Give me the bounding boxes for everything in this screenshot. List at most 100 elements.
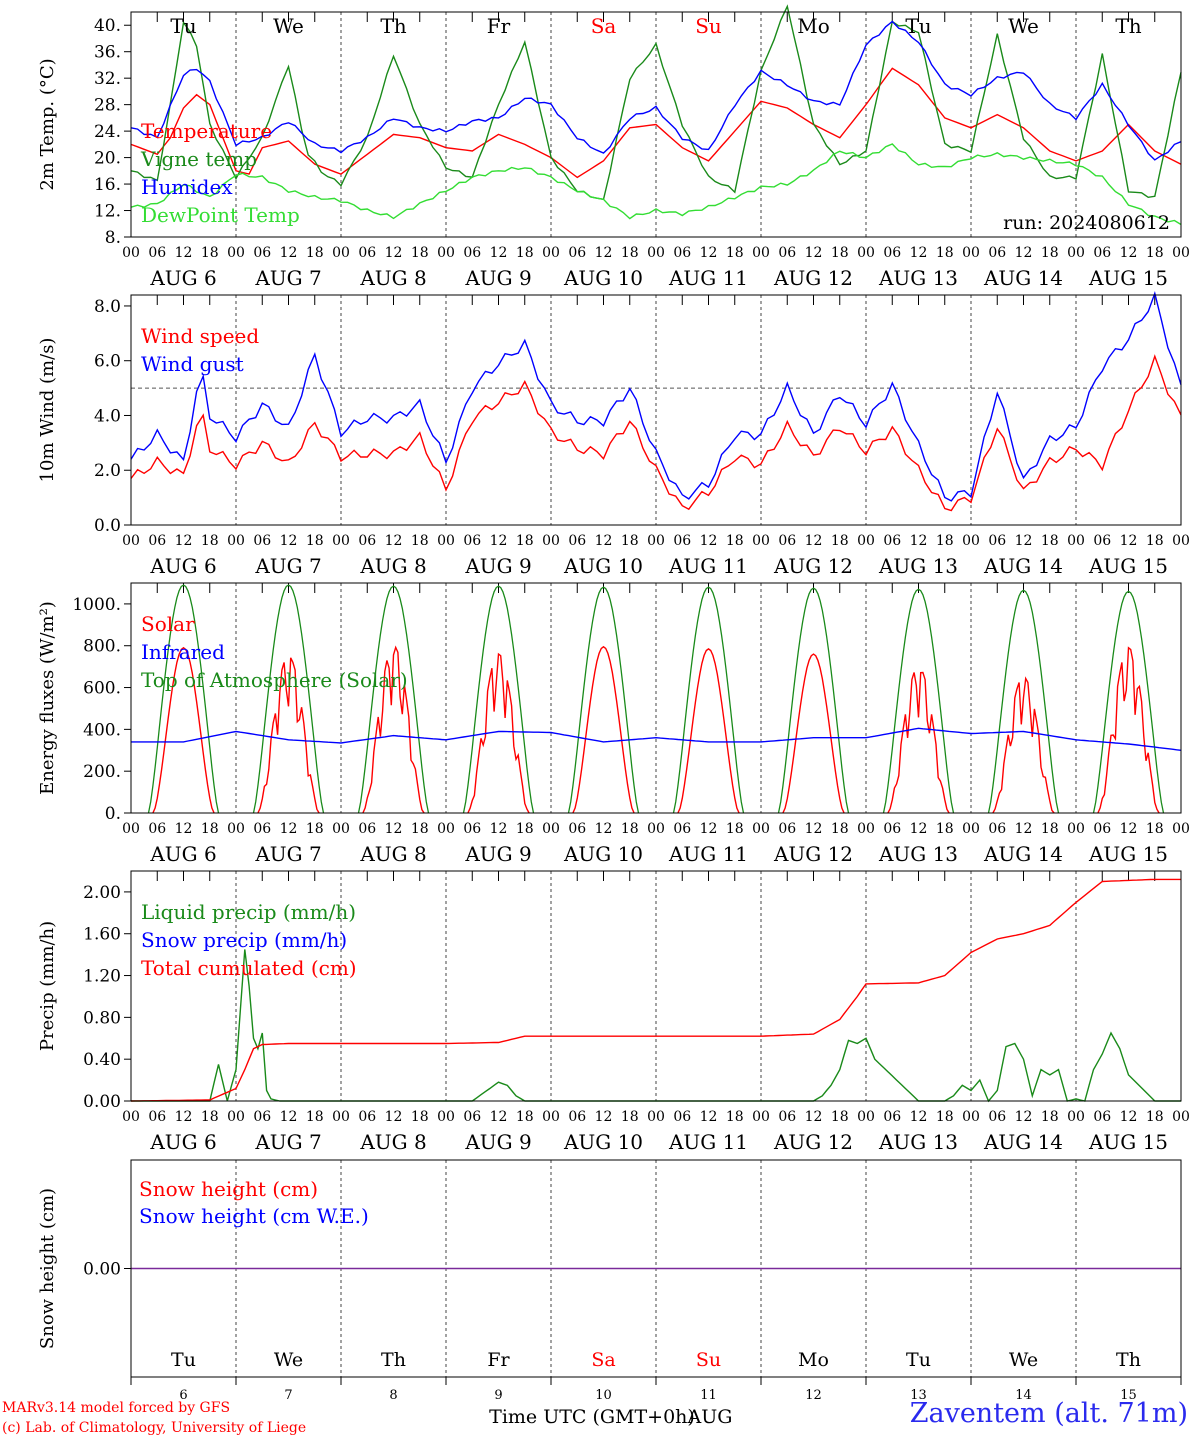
- hour-label: 00: [752, 821, 770, 837]
- hour-label: 12: [280, 821, 298, 837]
- hour-label: 18: [201, 821, 219, 837]
- panel-energy: 0. 200. 400. 600. 800. 1000. Energy fluxes (W/…: [37, 582, 1190, 866]
- hour-label: 18: [831, 821, 849, 837]
- weekday-label: Tu: [906, 1349, 931, 1371]
- legend-entry: Wind gust: [141, 352, 244, 376]
- date-label: AUG 11: [668, 1130, 748, 1154]
- hour-label: 00: [857, 533, 875, 549]
- hour-label: 06: [673, 245, 691, 261]
- hour-label: 06: [358, 1109, 376, 1125]
- date-label: AUG 14: [983, 842, 1063, 866]
- hour-label: 18: [1146, 245, 1164, 261]
- hour-label: 00: [332, 821, 350, 837]
- hour-label: 06: [463, 533, 481, 549]
- date-label: AUG 13: [878, 554, 958, 578]
- hour-label: 06: [253, 245, 271, 261]
- hour-label: 12: [175, 533, 193, 549]
- day-number: 7: [284, 1388, 292, 1403]
- date-label: AUG 10: [563, 266, 643, 290]
- legend-entry: Temperature: [141, 119, 272, 143]
- hour-label: 18: [306, 245, 324, 261]
- hour-label: 00: [542, 533, 560, 549]
- hour-label: 18: [831, 533, 849, 549]
- toa-solar-line: [882, 588, 955, 814]
- toa-solar-line: [147, 584, 220, 814]
- date-label: AUG 11: [668, 554, 748, 578]
- hour-label: 12: [700, 245, 718, 261]
- date-label: AUG 12: [773, 842, 853, 866]
- date-label: AUG 15: [1088, 842, 1168, 866]
- y-tick-label: 800.: [83, 637, 121, 657]
- hour-label: 12: [1015, 533, 1033, 549]
- hour-label: 06: [568, 1109, 586, 1125]
- panel-precip: 0.00 0.40 0.80 1.20 1.60 2.00 Precip (mm/h) Liq…: [37, 870, 1190, 1154]
- hour-label: 00: [542, 821, 560, 837]
- toa-solar-line: [357, 585, 430, 814]
- date-label: AUG 8: [359, 554, 426, 578]
- hour-label: 00: [857, 1109, 875, 1125]
- hour-label: 06: [778, 245, 796, 261]
- hour-label: 06: [778, 1109, 796, 1125]
- y-tick-label: 600.: [83, 679, 121, 699]
- date-label: AUG 10: [563, 1130, 643, 1154]
- date-label: AUG 8: [359, 1130, 426, 1154]
- hour-label: 00: [227, 245, 245, 261]
- weekday-label: Fr: [487, 14, 511, 38]
- y-tick-label: 6.0: [94, 352, 121, 372]
- date-label: AUG 6: [149, 266, 216, 290]
- solar-line: [992, 676, 1055, 814]
- date-label: AUG 9: [464, 842, 531, 866]
- hour-label: 00: [962, 821, 980, 837]
- date-label: AUG 10: [563, 554, 643, 578]
- toa-solar-line: [672, 586, 745, 814]
- day-number: 14: [1015, 1388, 1032, 1403]
- hour-label: 12: [490, 245, 508, 261]
- hour-label: 06: [358, 821, 376, 837]
- toa-solar-line: [252, 584, 325, 814]
- y-tick-label: 0.00: [83, 1260, 121, 1280]
- hour-label: 00: [962, 245, 980, 261]
- plot-frame: [130, 582, 1182, 814]
- hour-label: 18: [621, 1109, 639, 1125]
- day-number: 11: [700, 1388, 717, 1403]
- hour-label: 00: [1172, 821, 1190, 837]
- hour-label: 18: [726, 245, 744, 261]
- plot-frame: [130, 294, 1182, 526]
- y-axis-label: 10m Wind (m/s): [37, 338, 58, 483]
- hour-label: 00: [437, 245, 455, 261]
- day-number: 8: [389, 1388, 397, 1403]
- hour-label: 06: [1093, 821, 1111, 837]
- solar-line: [362, 645, 425, 814]
- hour-label: 18: [306, 1109, 324, 1125]
- hour-label: 12: [1120, 245, 1138, 261]
- hour-label: 12: [595, 533, 613, 549]
- hour-label: 18: [201, 533, 219, 549]
- hour-label: 12: [175, 821, 193, 837]
- hour-label: 12: [490, 1109, 508, 1125]
- date-label: AUG 14: [983, 1130, 1063, 1154]
- legend-entry: DewPoint Temp: [141, 203, 300, 227]
- hour-label: 12: [385, 1109, 403, 1125]
- solar-line: [467, 652, 530, 814]
- date-label: AUG 12: [773, 266, 853, 290]
- hour-label: 00: [227, 533, 245, 549]
- hour-label: 18: [1146, 821, 1164, 837]
- weekday-label: Mo: [798, 1349, 829, 1371]
- weekday-label: Tu: [170, 14, 196, 38]
- date-label: AUG 6: [149, 1130, 216, 1154]
- hour-label: 00: [647, 533, 665, 549]
- series-line: [130, 878, 1181, 1102]
- hour-label: 12: [175, 245, 193, 261]
- hour-label: 18: [201, 1109, 219, 1125]
- weekday-label: Tu: [171, 1349, 196, 1371]
- day-number: 12: [805, 1388, 822, 1403]
- hour-label: 18: [621, 245, 639, 261]
- hour-label: 06: [568, 533, 586, 549]
- legend-entry: Top of Atmosphere (Solar): [141, 668, 408, 692]
- hour-label: 12: [910, 245, 928, 261]
- day-number: 6: [179, 1388, 187, 1403]
- series-line: [130, 354, 1182, 512]
- weekday-label: Su: [695, 14, 722, 38]
- hour-label: 06: [253, 533, 271, 549]
- y-tick-label: 40.: [94, 16, 121, 36]
